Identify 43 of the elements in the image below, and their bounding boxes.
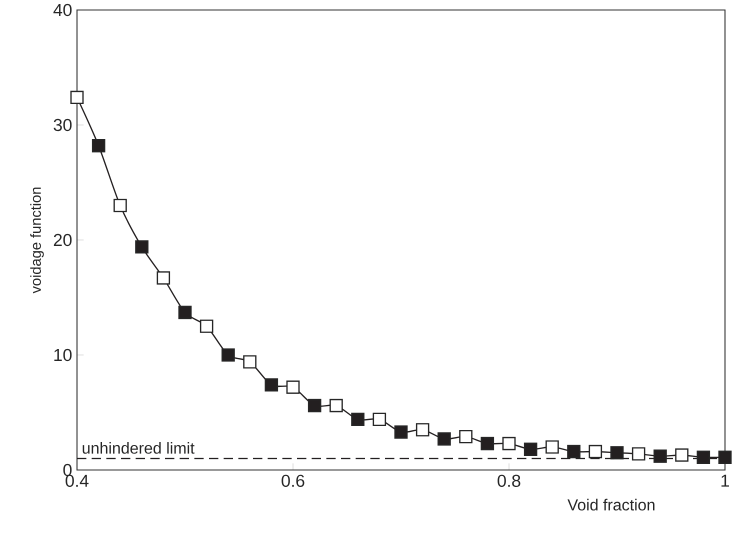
point: [178, 306, 192, 320]
y-tick-label: 30: [54, 118, 72, 132]
point: [92, 139, 106, 152]
point: [114, 198, 127, 212]
x-tick-label: 0.8: [498, 474, 520, 487]
point: [200, 320, 214, 333]
point: [70, 90, 84, 104]
point: [524, 442, 538, 456]
point: [546, 440, 559, 454]
point: [610, 446, 624, 460]
x-tick-label: 0.4: [66, 474, 89, 487]
point: [459, 430, 472, 444]
point: [675, 448, 688, 462]
point: [502, 436, 516, 450]
point: [394, 425, 408, 439]
point: [438, 432, 451, 446]
point: [264, 378, 278, 392]
y-tick-label: 20: [54, 234, 72, 246]
point: [632, 447, 646, 461]
point: [286, 380, 300, 394]
y-tick-label: 0: [63, 464, 72, 476]
x-tick-label: 1: [721, 474, 729, 487]
point: [588, 444, 602, 458]
point: [654, 450, 667, 463]
x-axis-title: Void fraction: [567, 498, 654, 511]
y-tick-label: 10: [54, 348, 72, 362]
point: [308, 398, 322, 412]
point: [416, 423, 430, 436]
point: [480, 436, 494, 450]
point: [243, 355, 256, 369]
x-tick-label: 0.6: [282, 474, 304, 487]
point: [372, 412, 386, 426]
point: [222, 348, 235, 362]
point: [135, 240, 148, 254]
point: [567, 444, 580, 458]
y-tick-label: 40: [53, 4, 72, 16]
ref-line-label: unhindered limit: [82, 442, 195, 454]
y-axis-title: voidage function: [30, 188, 44, 294]
point: [156, 271, 170, 285]
point: [718, 450, 732, 464]
point: [696, 450, 710, 464]
point: [351, 412, 364, 426]
point: [330, 398, 343, 412]
